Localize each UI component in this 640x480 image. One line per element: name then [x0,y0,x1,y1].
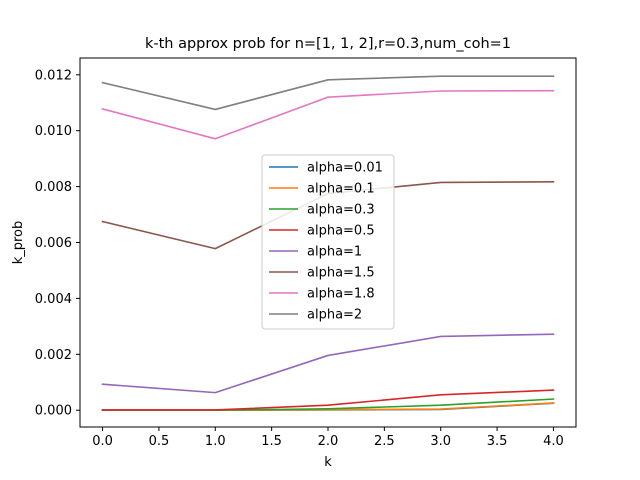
legend-label-5: alpha=1.5 [307,266,375,281]
legend-label-2: alpha=0.3 [307,203,375,218]
legend: alpha=0.01 alpha=0.1 alpha=0.3 alpha=0.5 alp… [261,154,395,330]
legend-label-1: alpha=0.1 [307,182,375,197]
legend-label-6: alpha=1.8 [307,287,375,302]
x-axis-ticks: 0.0 0.5 1.0 1.5 2.0 2.5 3.0 3.5 4.0 [92,427,564,449]
y-axis-ticks: 0.000 0.002 0.004 0.006 0.008 0.010 0.012 [35,68,80,419]
y-tick-label: 0.008 [35,180,72,195]
series-line-4 [101,333,555,394]
x-tick-label: 2.0 [318,434,339,449]
x-tick-label: 4.0 [543,434,564,449]
series-line-7 [101,75,555,111]
x-tick-label: 1.0 [205,434,226,449]
legend-label-0: alpha=0.01 [307,161,383,176]
y-tick-label: 0.006 [35,236,72,251]
y-axis-label: k_prob [11,221,26,265]
legend-label-3: alpha=0.5 [307,224,375,239]
x-tick-label: 3.0 [430,434,451,449]
legend-label-4: alpha=1 [307,245,362,260]
chart-title: k-th approx prob for n=[1, 1, 2],r=0.3,n… [145,36,511,52]
y-tick-label: 0.010 [35,124,72,139]
series-line-3 [101,389,555,411]
y-tick-label: 0.002 [35,348,72,363]
x-tick-label: 3.5 [487,434,508,449]
x-tick-label: 0.0 [92,434,113,449]
x-tick-label: 2.5 [374,434,395,449]
y-tick-label: 0.000 [35,404,72,419]
x-axis-label: k [324,455,332,470]
y-tick-label: 0.004 [35,292,72,307]
x-tick-label: 0.5 [149,434,170,449]
legend-label-7: alpha=2 [307,308,362,323]
legend-box [261,154,395,330]
x-tick-label: 1.5 [261,434,282,449]
series-line-6 [101,89,555,140]
y-tick-label: 0.012 [35,68,72,83]
